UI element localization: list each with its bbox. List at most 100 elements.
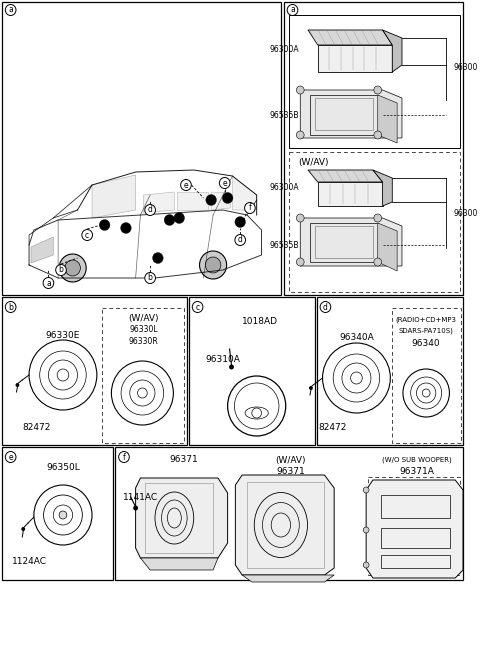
Circle shape (120, 223, 131, 233)
Circle shape (374, 214, 382, 222)
Text: 96300: 96300 (453, 208, 478, 217)
Polygon shape (92, 175, 136, 218)
Circle shape (200, 251, 227, 279)
Polygon shape (232, 176, 257, 210)
Circle shape (363, 487, 369, 493)
Text: e: e (184, 181, 188, 189)
Text: b: b (8, 302, 13, 311)
Text: (RADIO+CD+MP3: (RADIO+CD+MP3 (396, 317, 456, 323)
Circle shape (374, 86, 382, 94)
Circle shape (119, 451, 129, 463)
Text: d: d (148, 206, 153, 214)
Polygon shape (136, 478, 228, 558)
Text: 1124AC: 1124AC (12, 558, 47, 566)
Polygon shape (383, 30, 402, 72)
Circle shape (374, 258, 382, 266)
Text: f: f (249, 204, 251, 212)
Circle shape (99, 219, 110, 231)
Polygon shape (366, 480, 463, 578)
Polygon shape (378, 223, 397, 271)
Text: f: f (122, 453, 125, 461)
Circle shape (296, 86, 304, 94)
Polygon shape (300, 90, 402, 138)
Text: 96300A: 96300A (270, 183, 300, 193)
Circle shape (5, 5, 16, 16)
Text: 82472: 82472 (23, 422, 51, 432)
Circle shape (219, 177, 230, 189)
Text: 96340: 96340 (412, 338, 441, 348)
Circle shape (309, 386, 313, 390)
Circle shape (374, 131, 382, 139)
Polygon shape (235, 475, 334, 575)
Text: (W/AV): (W/AV) (299, 158, 329, 166)
Polygon shape (308, 170, 383, 182)
Circle shape (235, 217, 246, 227)
Text: 96330L: 96330L (129, 325, 157, 334)
Circle shape (205, 257, 221, 273)
Text: a: a (8, 5, 13, 14)
Text: 96300A: 96300A (270, 45, 300, 55)
Polygon shape (318, 182, 383, 206)
Text: a: a (290, 5, 295, 14)
Circle shape (287, 5, 298, 16)
Circle shape (21, 527, 25, 531)
Circle shape (206, 194, 216, 206)
Circle shape (320, 302, 331, 313)
Text: (W/AV): (W/AV) (276, 455, 306, 464)
Text: c: c (195, 302, 200, 311)
Text: 96371: 96371 (276, 466, 305, 476)
Text: d: d (238, 235, 243, 244)
Text: a: a (46, 279, 51, 288)
Text: 96330R: 96330R (129, 338, 158, 346)
Text: b: b (59, 265, 63, 275)
Text: 96310A: 96310A (205, 355, 240, 365)
Text: (W/AV): (W/AV) (128, 313, 158, 323)
Text: 1018AD: 1018AD (241, 317, 277, 327)
Text: 96371A: 96371A (399, 466, 434, 476)
Text: e: e (8, 453, 13, 461)
Text: 96330E: 96330E (46, 330, 80, 340)
Text: 96340A: 96340A (339, 332, 374, 342)
Circle shape (5, 451, 16, 463)
Polygon shape (31, 237, 53, 263)
Circle shape (43, 277, 54, 288)
Text: 82472: 82472 (318, 422, 347, 432)
Polygon shape (144, 192, 174, 213)
Circle shape (192, 302, 203, 313)
Circle shape (296, 214, 304, 222)
Polygon shape (308, 30, 392, 45)
Circle shape (65, 260, 80, 276)
Text: 96535B: 96535B (270, 110, 300, 120)
Circle shape (59, 254, 86, 282)
Text: 96350L: 96350L (46, 463, 80, 472)
Circle shape (153, 252, 163, 263)
Circle shape (174, 212, 184, 223)
Polygon shape (177, 192, 208, 210)
Circle shape (363, 527, 369, 533)
Circle shape (296, 131, 304, 139)
Text: 96300: 96300 (453, 64, 478, 72)
Circle shape (133, 505, 138, 510)
Text: SDARS-PA710S): SDARS-PA710S) (399, 328, 454, 334)
Circle shape (245, 202, 255, 214)
Polygon shape (318, 45, 392, 72)
Circle shape (164, 214, 175, 225)
Polygon shape (211, 192, 230, 210)
Circle shape (235, 235, 246, 246)
Circle shape (59, 511, 67, 519)
Circle shape (145, 273, 156, 284)
Text: c: c (85, 231, 89, 240)
Circle shape (82, 229, 93, 240)
Text: e: e (222, 179, 227, 187)
Text: (W/O SUB WOOPER): (W/O SUB WOOPER) (382, 457, 451, 463)
Circle shape (222, 193, 233, 204)
Circle shape (15, 383, 19, 387)
Text: 1141AC: 1141AC (123, 493, 158, 501)
Polygon shape (141, 558, 218, 570)
Circle shape (56, 265, 66, 275)
Polygon shape (242, 575, 334, 582)
Circle shape (145, 204, 156, 215)
Circle shape (296, 258, 304, 266)
Text: 96371: 96371 (169, 455, 198, 464)
Text: d: d (323, 302, 328, 311)
